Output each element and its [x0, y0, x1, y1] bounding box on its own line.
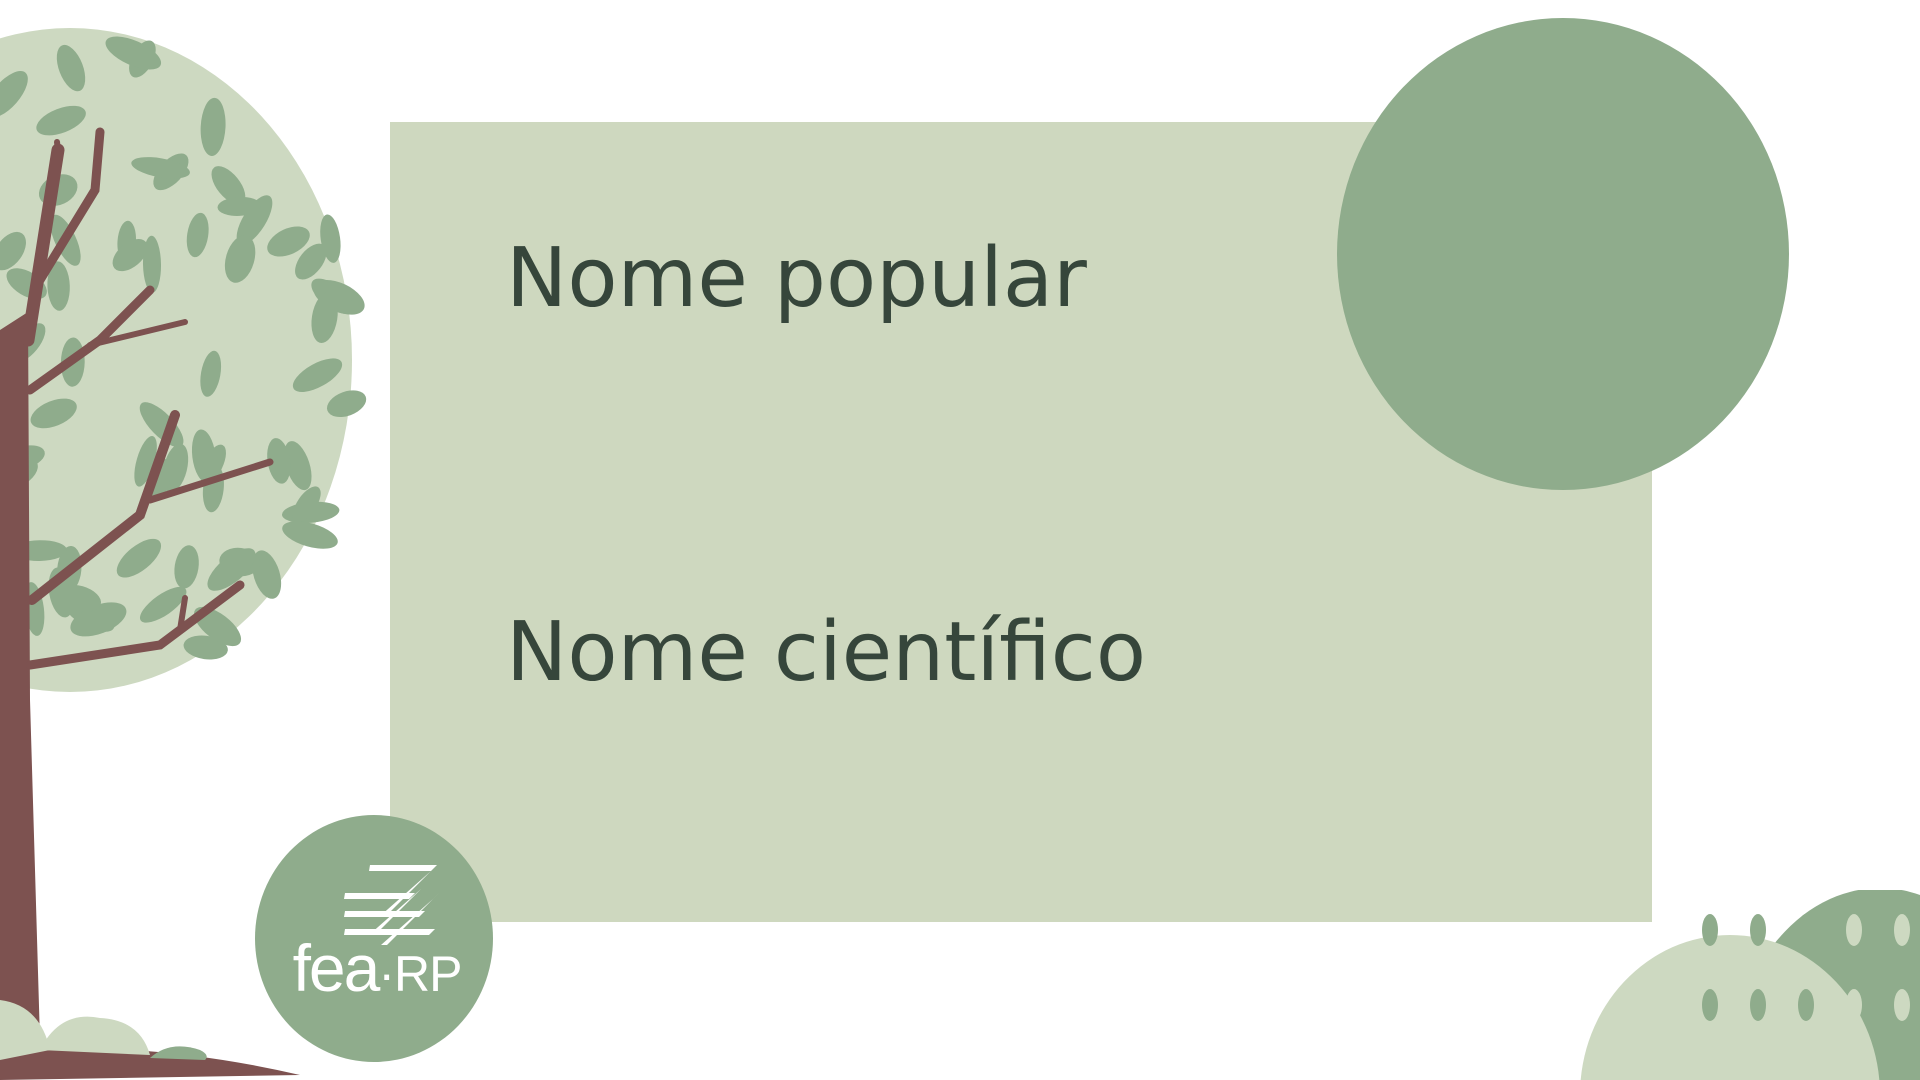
tree-leaf — [200, 350, 222, 397]
tree-leaf — [142, 235, 162, 293]
tree-leaf — [217, 196, 261, 216]
tree-leaf — [292, 358, 343, 392]
tree-leaf — [131, 157, 190, 179]
bush-drop — [1846, 989, 1862, 1021]
scientific-name-heading: Nome científico — [506, 605, 1147, 700]
tree-leaf — [112, 239, 148, 272]
decorative-circle — [1337, 18, 1789, 490]
tree-leaf — [139, 586, 187, 623]
fea-rp-logo: fea·RP — [255, 815, 493, 1062]
tree-leaf — [116, 538, 162, 578]
bush-drop — [1702, 914, 1718, 946]
bush-drop — [1894, 914, 1910, 946]
tree-leaf — [0, 231, 26, 271]
tree-leaf — [267, 226, 310, 257]
tree-leaf — [105, 36, 162, 70]
popular-name-heading: Nome popular — [506, 231, 1087, 326]
tree-leaf — [236, 195, 273, 245]
bush-drop — [1702, 989, 1718, 1021]
tree-leaf — [211, 166, 246, 205]
bush-drop — [1894, 989, 1910, 1021]
tree-leaf — [56, 44, 86, 92]
tree-leaf — [224, 235, 256, 283]
tree-leaf — [174, 545, 199, 589]
tree-leaf — [282, 521, 338, 549]
tree-leaf — [311, 292, 338, 343]
tree-leaf — [326, 390, 367, 418]
bush-drop — [1846, 914, 1862, 946]
tree-leaf — [193, 606, 242, 647]
bush-drop — [1750, 989, 1766, 1021]
bush-illustration — [1580, 890, 1920, 1080]
tree-leaf — [200, 444, 226, 484]
logo-brand-suffix: ·RP — [378, 946, 462, 1002]
bush-drop — [1798, 914, 1814, 946]
tree-leaf — [183, 635, 228, 660]
tree-leaf — [267, 438, 291, 484]
tree-leaf — [0, 71, 28, 118]
tree-leaf — [295, 243, 327, 280]
bush-drop — [1798, 989, 1814, 1021]
tree-illustration — [0, 28, 367, 1080]
tree-leaf — [200, 97, 226, 156]
logo-wordmark: fea·RP — [277, 935, 477, 1001]
logo-brand-main: fea — [292, 931, 381, 1005]
tree-leaf — [292, 486, 321, 523]
bush-drop — [1750, 914, 1766, 946]
fea-rp-logo-icon — [344, 865, 439, 945]
tree-leaf — [47, 261, 70, 311]
tree-leaf — [134, 435, 157, 487]
tree-leaf — [30, 398, 77, 429]
tree-leaf — [284, 441, 312, 491]
tree-leaf — [207, 548, 256, 591]
tree-leaf — [36, 105, 86, 136]
tree-leaf — [186, 212, 209, 258]
